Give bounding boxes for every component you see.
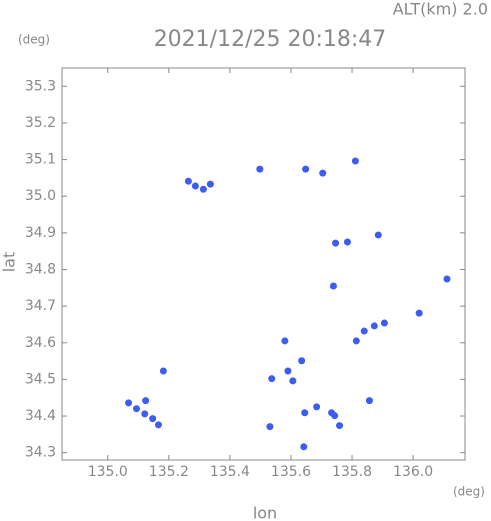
y-tick-label: 34.4 <box>25 408 56 424</box>
echo <box>352 337 360 345</box>
echo <box>301 409 309 417</box>
echo <box>343 238 351 246</box>
echo <box>154 421 162 429</box>
echo <box>331 412 339 420</box>
y-tick-label: 34.3 <box>25 445 56 461</box>
echo <box>141 410 149 418</box>
y-tick-label: 34.6 <box>25 335 56 351</box>
subtitle: ALT(km) 2.0 <box>393 0 488 19</box>
echo <box>332 239 340 247</box>
echo <box>132 405 140 413</box>
y-tick-label: 34.8 <box>25 261 56 277</box>
echo <box>256 165 264 173</box>
echo <box>300 443 308 451</box>
y-tick-label: 34.7 <box>25 298 56 314</box>
x-tick-label: 135.4 <box>210 464 250 480</box>
x-tick-label: 135.6 <box>271 464 311 480</box>
echo <box>199 185 207 193</box>
echo <box>374 231 382 239</box>
echo <box>336 422 344 430</box>
x-tick-label: 135.8 <box>332 464 372 480</box>
echo <box>313 403 321 411</box>
x-tick-label: 135.0 <box>88 464 128 480</box>
y-tick-label: 35.1 <box>25 152 56 168</box>
y-unit: (deg) <box>18 33 50 47</box>
echo <box>142 397 150 405</box>
echo <box>284 367 292 375</box>
y-tick-label: 35.2 <box>25 115 56 131</box>
echo <box>149 415 157 423</box>
echo <box>370 322 378 330</box>
echo <box>415 309 423 317</box>
echo <box>289 377 297 385</box>
echo <box>360 327 368 335</box>
y-tick-label: 34.9 <box>25 225 56 241</box>
echo <box>206 180 214 188</box>
x-tick-label: 136.0 <box>393 464 433 480</box>
echo <box>365 397 373 405</box>
y-axis-label: lat <box>0 252 19 273</box>
echo <box>268 375 276 383</box>
echo <box>329 282 337 290</box>
plot-frame <box>61 67 466 461</box>
echo <box>351 157 359 165</box>
echo <box>319 169 327 177</box>
echo <box>266 423 274 431</box>
chart-title: 2021/12/25 20:18:47 <box>154 27 387 52</box>
echo <box>281 337 289 345</box>
y-tick-label: 35.3 <box>25 78 56 94</box>
echo <box>159 367 167 375</box>
y-tick-label: 34.5 <box>25 371 56 387</box>
echo <box>191 182 199 190</box>
x-axis-label: lon <box>253 504 277 521</box>
echo <box>302 165 310 173</box>
x-unit: (deg) <box>453 485 485 499</box>
echo <box>184 177 192 185</box>
echo <box>298 357 306 365</box>
echo <box>443 275 451 283</box>
echo <box>125 399 133 407</box>
y-tick-label: 35.0 <box>25 188 56 204</box>
echo <box>380 319 388 327</box>
x-tick-label: 135.2 <box>149 464 189 480</box>
